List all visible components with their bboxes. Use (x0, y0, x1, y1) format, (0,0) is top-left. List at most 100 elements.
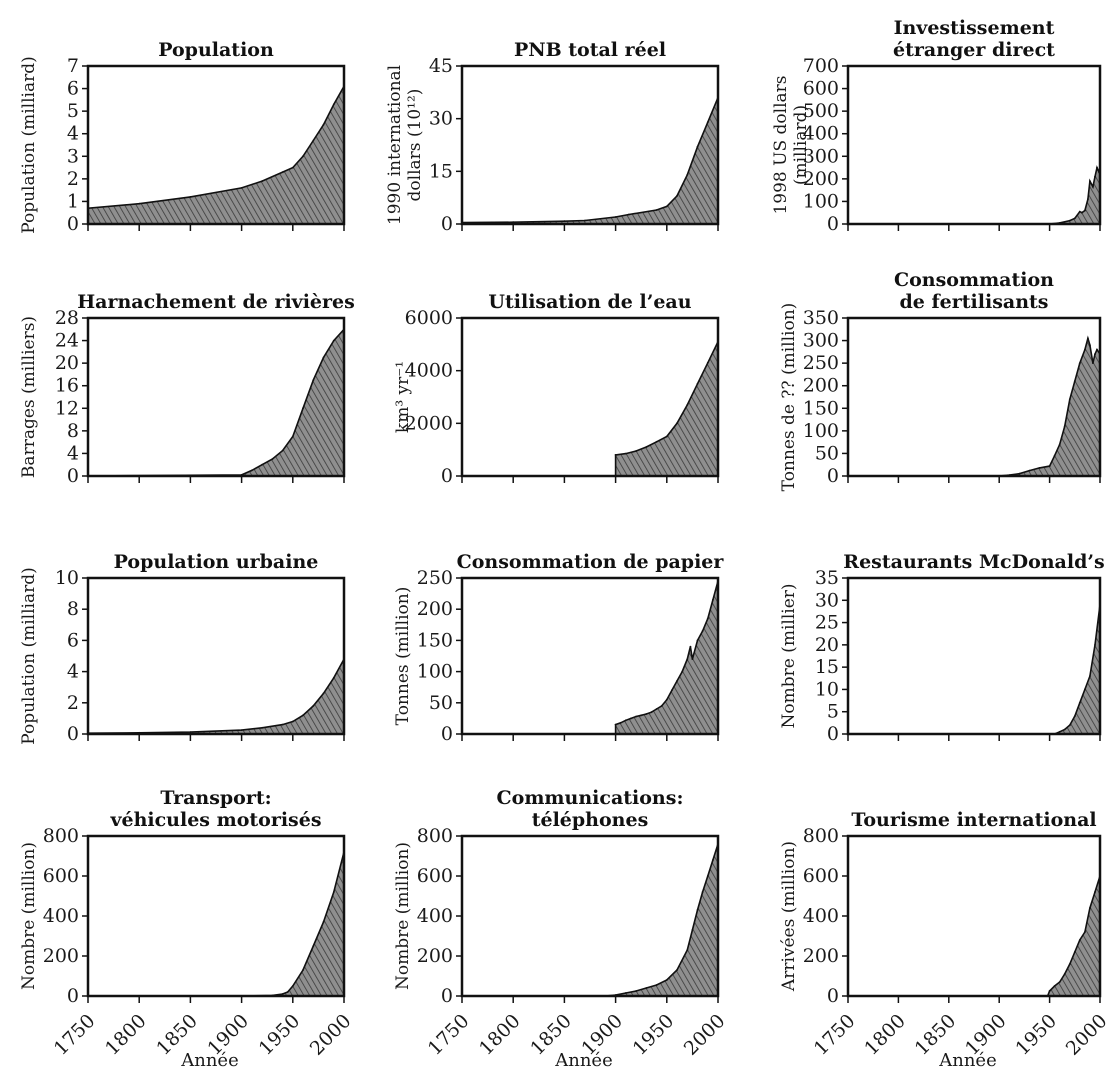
data-point (628, 213, 630, 216)
data-point (712, 859, 714, 861)
data-point (676, 422, 678, 425)
data-point (1028, 469, 1031, 472)
y-tick-label: 35 (815, 567, 839, 589)
y-tick-label: 0 (441, 213, 453, 235)
data-point (706, 361, 709, 364)
data-point (281, 993, 284, 995)
y-tick-label: 20 (55, 352, 79, 374)
data-point (1084, 209, 1086, 212)
data-point (1097, 168, 1099, 171)
y-tick-label: 200 (43, 945, 79, 967)
data-point (271, 458, 274, 460)
data-point (706, 121, 709, 124)
data-point (614, 216, 617, 218)
data-point (302, 155, 304, 158)
y-tick-label: 6 (67, 78, 79, 100)
data-point (686, 404, 689, 406)
data-point (1048, 990, 1051, 992)
y-tick-label: 300 (803, 330, 839, 352)
chart-title-line: étranger direct (893, 39, 1055, 61)
y-tick-label: 500 (803, 100, 839, 122)
data-point (322, 123, 325, 126)
y-tick-label: 0 (441, 985, 453, 1007)
data-point (1053, 985, 1056, 987)
data-point (1081, 211, 1083, 214)
data-area (87, 658, 345, 735)
chart-panel: 0 2000 4000 6000 Utilisation de l’eau km³ yr⁻… (393, 291, 720, 487)
y-tick-label: 800 (417, 825, 453, 847)
y-tick-label: 350 (803, 307, 839, 329)
y-axis-label: Arrivées (million) (779, 841, 799, 992)
data-point (1089, 180, 1091, 183)
data-point (665, 435, 668, 438)
plot-frame (460, 64, 720, 226)
y-tick-label: 200 (803, 168, 839, 190)
x-tick-label: 2000 (306, 1010, 356, 1060)
chart-title-line: Population urbaine (114, 551, 319, 573)
data-point (1058, 981, 1061, 983)
data-point (250, 469, 253, 472)
data-point (281, 171, 284, 174)
data-area (87, 327, 345, 477)
y-tick-label: 12 (55, 397, 79, 419)
x-tick-label: 1800 (860, 1010, 910, 1060)
y-axis-label: Population (milliard) (19, 56, 39, 234)
y-tick-label: 700 (803, 55, 839, 77)
data-point (655, 708, 658, 710)
data-point (676, 680, 678, 682)
plot-frame (86, 316, 346, 478)
data-point (1073, 217, 1076, 220)
y-tick-label: 5 (827, 701, 839, 723)
chart-title: Tourisme international (851, 809, 1096, 831)
plot-frame (460, 316, 720, 478)
chart-title-line: Investissement (894, 17, 1055, 39)
y-tick-label: 0 (67, 465, 79, 487)
data-point (312, 139, 315, 142)
y-axis-label: Barrages (milliers) (19, 316, 39, 478)
data-point (706, 875, 709, 877)
data-area (614, 580, 719, 735)
chart-title: Transport: véhicules motorisés (109, 787, 321, 831)
y-tick-label: 8 (67, 420, 79, 442)
data-point (624, 452, 627, 455)
data-point (281, 723, 284, 726)
data-point (1092, 362, 1094, 364)
y-axis-label: Nombre (million) (393, 842, 413, 990)
data-point (701, 630, 704, 632)
data-point (332, 339, 335, 342)
data-point (1053, 454, 1056, 457)
y-tick-label: 600 (803, 78, 839, 100)
y-tick-label: 3 (67, 145, 79, 167)
plot-frame (846, 576, 1102, 736)
chart-title-line: véhicules motorisés (109, 809, 321, 831)
chart-title: Consommation de fertilisants (894, 269, 1054, 313)
chart-title-line: Restaurants McDonald’s (843, 551, 1104, 573)
data-point (1078, 210, 1081, 213)
data-point (660, 705, 663, 707)
data-point (696, 639, 699, 642)
data-point (1063, 973, 1066, 975)
data-point (696, 145, 699, 148)
y-tick-label: 0 (827, 723, 839, 745)
data-area (462, 843, 719, 997)
x-axis-label: Année (180, 1050, 239, 1071)
data-point (635, 450, 637, 452)
data-point (584, 219, 586, 222)
data-point (1078, 939, 1081, 941)
chart-title: Investissement étranger direct (893, 17, 1055, 61)
chart-title: Utilisation de l’eau (488, 291, 691, 313)
data-point (291, 435, 294, 438)
chart-title-line: Consommation (894, 269, 1054, 291)
data-point (1073, 380, 1076, 383)
chart-title: Population urbaine (114, 551, 319, 573)
y-axis-label: Tonnes (million) (393, 587, 413, 726)
plot-frame (846, 316, 1102, 478)
data-point (322, 692, 325, 695)
y-tick-label: 200 (803, 945, 839, 967)
y-tick-label: 2 (67, 692, 79, 714)
